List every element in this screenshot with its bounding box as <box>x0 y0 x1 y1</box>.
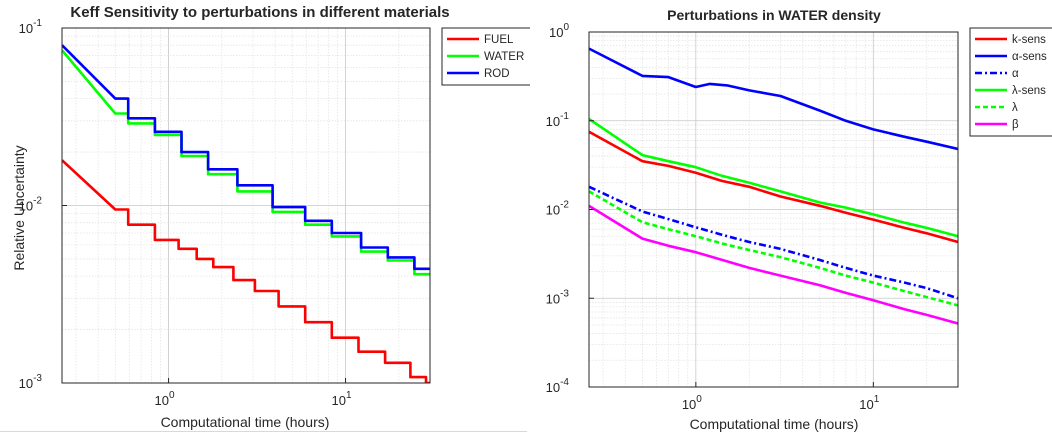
y-tick-exponent: 0 <box>563 22 569 33</box>
y-tick-label: 10-3 <box>546 288 570 306</box>
y-tick-label: 10-1 <box>19 18 43 36</box>
legend-label-ROD: ROD <box>484 68 510 80</box>
legend-box <box>441 27 530 86</box>
series-group <box>589 47 958 325</box>
y-tick-exponent: -1 <box>560 111 569 122</box>
x-tick-label: 101 <box>859 394 879 412</box>
series-line-ROD <box>62 44 430 271</box>
series-line-λ <box>589 190 958 307</box>
keff-sensitivity-chart: 100 101 10-3 1 0 -2 10-1 Keff Sensitivity to p… <box>11 4 530 430</box>
gridlines <box>62 27 431 384</box>
y-tick-label: 100 <box>549 22 569 40</box>
legend-label-WATER: WATER <box>484 51 524 63</box>
series-line-β <box>589 204 958 325</box>
y-axis-label: Relative Uncertainty <box>11 145 27 270</box>
series-line-k-sens <box>589 130 958 244</box>
x-tick-label: 101 <box>332 390 352 408</box>
x-tick-label: 100 <box>682 394 702 412</box>
legend-label-λ: λ <box>1012 102 1018 114</box>
legend-label-k-sens: k-sens <box>1012 34 1046 46</box>
legend-label-λ-sens: λ-sens <box>1012 85 1046 97</box>
x-axis-label: Computational time (hours) <box>161 414 330 430</box>
legend-label-β: β <box>1012 119 1019 131</box>
y-tick-exponent: -3 <box>560 288 569 299</box>
series-line-λ-sens <box>589 117 958 238</box>
legend: FUEL WATER ROD <box>441 27 530 86</box>
chart-title: Perturbations in WATER density <box>667 7 881 23</box>
y-tick-exponent: -3 <box>33 373 42 384</box>
series-line-α <box>589 185 958 300</box>
legend: k-sens α-sens α λ-sens λβ <box>969 27 1052 137</box>
x-tick-exponent: 1 <box>346 390 352 401</box>
legend-box <box>969 27 1052 137</box>
series-line-α-sens <box>589 47 958 151</box>
legend-label-FUEL: FUEL <box>484 34 514 46</box>
x-tick-exponent: 1 <box>874 394 880 405</box>
chart-title: Keff Sensitivity to perturbations in dif… <box>70 4 449 21</box>
x-tick-exponent: 0 <box>696 394 702 405</box>
y-tick-exponent: -2 <box>560 200 569 211</box>
y-tick-exponent: -2 <box>33 196 42 207</box>
chart-panel-keff: 100 101 10-3 1 0 -2 10-1 Keff Sensitivity to p… <box>0 4 530 432</box>
y-tick-exponent: -1 <box>33 18 42 29</box>
y-tick-label: 10-1 <box>546 111 570 129</box>
x-tick-label: 100 <box>155 390 175 408</box>
legend-label-α-sens: α-sens <box>1012 51 1047 63</box>
x-tick-exponent: 0 <box>169 390 175 401</box>
y-tick-label: 10-4 <box>546 377 570 395</box>
y-tick-label: 10-2 <box>546 200 570 218</box>
y-tick-exponent: -4 <box>560 377 569 388</box>
series-line-FUEL <box>62 159 430 383</box>
panel-divider <box>0 431 527 432</box>
chart-panel-water-density: 100 101 10-4 10-3 10-2 10-1 100 Perturbations … <box>530 0 1052 436</box>
x-axis-label: Computational time (hours) <box>690 416 859 432</box>
series-group <box>62 44 430 383</box>
y-tick-label: 10-3 <box>19 373 43 391</box>
legend-label-α: α <box>1012 68 1019 80</box>
